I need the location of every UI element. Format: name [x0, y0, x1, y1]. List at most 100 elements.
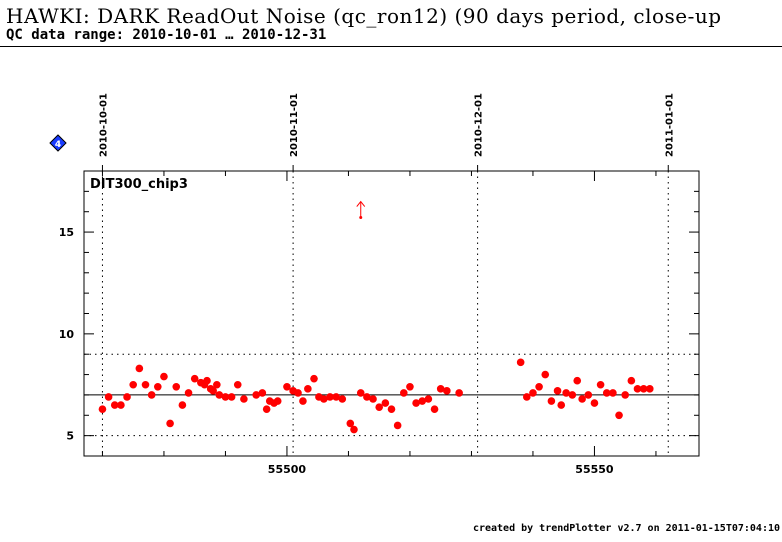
chart-header: HAWKI: DARK ReadOut Noise (qc_ron12) (90…	[0, 0, 782, 60]
data-point	[455, 389, 463, 397]
data-point	[363, 393, 371, 401]
data-point	[393, 421, 402, 430]
panel-label: DIT300_chip3	[90, 177, 188, 192]
data-point	[369, 395, 377, 403]
data-point	[615, 411, 623, 420]
data-point	[258, 389, 267, 397]
data-point	[418, 397, 427, 405]
data-point	[406, 382, 414, 391]
data-point	[609, 389, 617, 397]
data-point	[621, 391, 629, 399]
data-point	[104, 393, 113, 401]
x-tick-label: 55500	[268, 463, 307, 476]
data-point	[400, 389, 408, 397]
data-point	[203, 376, 211, 385]
data-point	[184, 389, 193, 397]
data-point	[424, 395, 433, 403]
data-point	[523, 393, 531, 401]
data-point	[584, 391, 593, 399]
data-point	[412, 399, 420, 407]
data-point	[535, 382, 543, 391]
data-point	[430, 405, 439, 413]
data-point	[375, 403, 384, 411]
data-point	[541, 370, 550, 379]
data-point	[117, 401, 125, 409]
data-point	[98, 405, 107, 413]
data-point	[568, 391, 577, 399]
data-point	[436, 385, 445, 393]
data-point	[338, 395, 347, 403]
data-point	[553, 387, 562, 395]
data-point	[443, 387, 451, 395]
data-point	[578, 395, 586, 403]
y-tick-label: 15	[59, 226, 74, 239]
data-point	[310, 374, 318, 383]
data-point	[135, 364, 144, 373]
data-point	[356, 389, 365, 397]
data-point	[178, 401, 187, 409]
data-point	[304, 385, 312, 393]
date-label: 2011-01-01	[664, 93, 675, 157]
data-point	[215, 391, 224, 399]
data-point	[123, 393, 131, 401]
data-point	[516, 358, 525, 367]
y-tick-label: 10	[59, 328, 75, 341]
data-point	[190, 374, 199, 383]
data-point	[213, 380, 221, 389]
data-point	[273, 397, 282, 405]
data-point	[547, 397, 556, 405]
data-point	[172, 382, 181, 391]
data-point	[639, 385, 648, 393]
data-point	[557, 401, 566, 409]
x-tick-label: 55550	[575, 463, 614, 476]
data-point	[141, 380, 150, 389]
data-point	[233, 380, 242, 389]
outlier-arrow-head	[356, 200, 366, 207]
chart-subtitle: QC data range: 2010-10-01 … 2010-12-31	[6, 27, 327, 43]
outlier-point	[359, 216, 363, 220]
outlier-arrow-icon	[356, 200, 366, 220]
data-point	[166, 419, 174, 428]
date-label: 2010-11-01	[289, 93, 300, 157]
data-point	[646, 385, 654, 393]
data-point	[596, 380, 605, 389]
data-point	[262, 405, 271, 413]
plot-frame	[83, 170, 700, 457]
data-point	[294, 389, 302, 397]
data-point	[332, 393, 340, 401]
badge-label: 4	[55, 140, 61, 150]
date-label: 2010-10-01	[98, 93, 109, 157]
data-point	[562, 389, 570, 397]
data-point	[154, 382, 162, 391]
data-point	[387, 405, 396, 413]
date-label: 2010-12-01	[474, 93, 485, 157]
data-point	[633, 385, 642, 393]
data-point	[221, 393, 230, 401]
diamond-marker-icon: 4	[49, 134, 67, 152]
chart-title: HAWKI: DARK ReadOut Noise (qc_ron12) (90…	[6, 4, 722, 28]
data-point	[299, 397, 307, 405]
data-point	[240, 395, 248, 403]
data-point	[381, 399, 390, 407]
data-point	[160, 372, 168, 381]
data-point	[147, 391, 156, 399]
header-divider	[0, 46, 782, 47]
data-point	[529, 389, 537, 397]
data-point	[320, 395, 328, 403]
data-point	[252, 391, 260, 399]
data-point	[283, 382, 291, 391]
data-point	[129, 380, 137, 389]
y-tick-label: 5	[66, 430, 74, 443]
footer-credit: created by trendPlotter v2.7 on 2011-01-…	[472, 523, 780, 534]
data-point	[573, 376, 582, 385]
data-point	[110, 401, 119, 409]
data-point	[227, 393, 236, 401]
data-point	[326, 393, 334, 401]
data-point	[346, 419, 355, 428]
data-point	[350, 425, 358, 434]
data-point	[602, 389, 611, 397]
data-point	[590, 399, 599, 407]
data-point	[627, 376, 636, 385]
data-point	[209, 387, 217, 395]
